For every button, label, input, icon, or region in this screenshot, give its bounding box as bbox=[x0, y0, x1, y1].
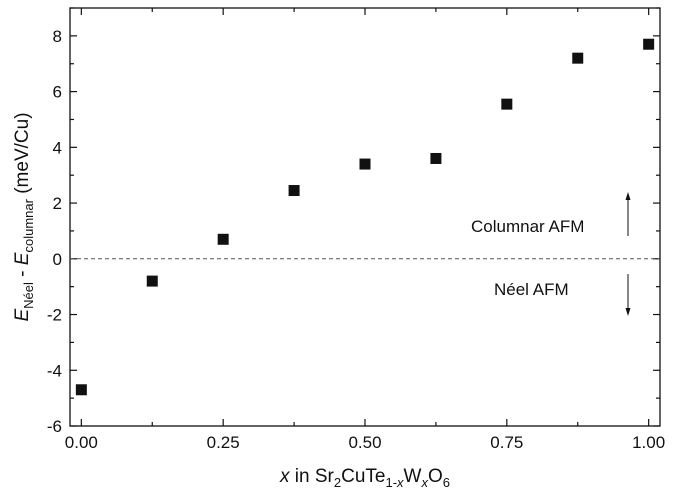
columnar-arrow bbox=[625, 192, 631, 236]
data-point bbox=[288, 185, 300, 197]
y-tick-label: 8 bbox=[53, 27, 62, 46]
x-tick-label: 0.25 bbox=[207, 433, 240, 452]
y-tick-label: 4 bbox=[53, 138, 62, 157]
x-tick-label: 0.50 bbox=[348, 433, 381, 452]
data-point bbox=[359, 158, 371, 170]
data-point bbox=[572, 52, 584, 64]
annotation-columnar-afm: Columnar AFM bbox=[471, 217, 584, 236]
y-tick-label: 0 bbox=[53, 250, 62, 269]
x-tick-label: 0.75 bbox=[490, 433, 523, 452]
data-points bbox=[75, 38, 655, 396]
axis-ticks bbox=[70, 7, 660, 427]
tick-labels: 0.00 0.25 0.50 0.75 1.00 -6 -4 -2 0 2 4 6 8 bbox=[47, 27, 665, 452]
y-tick-label: 6 bbox=[53, 83, 62, 102]
x-axis-title: x in Sr2CuTe1-xWxO6 bbox=[279, 466, 450, 490]
y-axis-title: ENéel - Ecolumnar (meV/Cu) bbox=[12, 112, 36, 321]
data-point bbox=[430, 152, 442, 164]
x-tick-label: 0.00 bbox=[65, 433, 98, 452]
x-tick-label: 1.00 bbox=[632, 433, 665, 452]
neel-arrow bbox=[625, 274, 631, 316]
y-tick-label: -4 bbox=[47, 361, 62, 380]
data-point bbox=[643, 38, 655, 50]
data-point bbox=[501, 98, 513, 110]
y-tick-label: -2 bbox=[47, 306, 62, 325]
annotation-neel-afm: Néel AFM bbox=[494, 280, 569, 299]
data-point bbox=[146, 275, 158, 287]
y-tick-label: 2 bbox=[53, 194, 62, 213]
data-point bbox=[217, 233, 229, 245]
data-point bbox=[75, 384, 87, 396]
y-tick-label: -6 bbox=[47, 417, 62, 436]
